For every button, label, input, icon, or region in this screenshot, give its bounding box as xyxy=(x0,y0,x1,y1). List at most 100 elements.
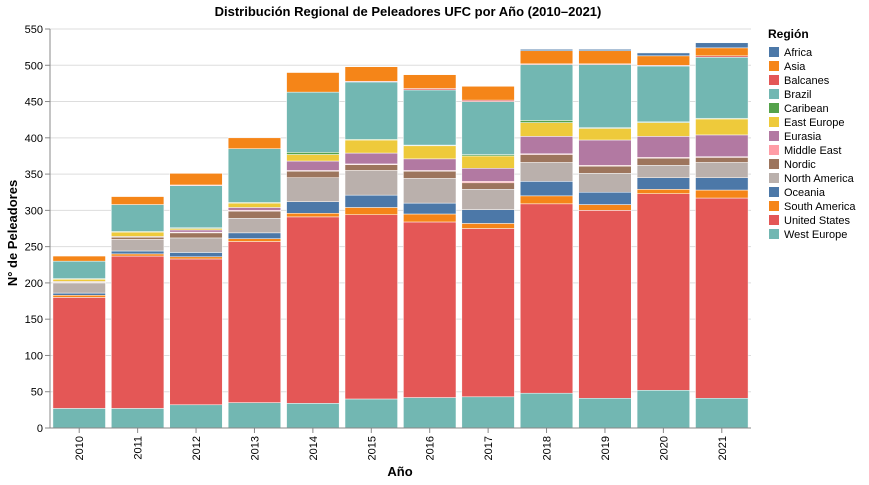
y-axis-title: N° de Peleadores xyxy=(5,180,20,286)
bar-segment xyxy=(227,207,281,211)
bar-segment xyxy=(636,65,690,123)
bar-segment xyxy=(344,152,398,165)
bar-segment xyxy=(52,255,106,262)
bar-segment xyxy=(344,164,398,171)
bar-segment xyxy=(169,252,223,258)
legend-label: Asia xyxy=(784,61,806,73)
bar-segment xyxy=(636,157,690,166)
bar-segment xyxy=(403,221,457,398)
bar-segment xyxy=(636,390,690,429)
legend-swatch xyxy=(769,229,779,239)
bar-segment xyxy=(578,49,632,52)
legend-label: West Europe xyxy=(784,229,847,241)
bar-segment xyxy=(286,91,340,153)
bar-segment xyxy=(578,128,632,141)
bar-segment xyxy=(403,89,457,146)
y-tick-label: 450 xyxy=(25,97,43,109)
bar-segment xyxy=(403,202,457,215)
x-tick-label: 2015 xyxy=(366,436,378,460)
gridlines xyxy=(50,28,751,429)
bar-segment xyxy=(169,229,223,233)
legend-label: Caribean xyxy=(784,103,829,115)
bar-segment xyxy=(286,403,340,429)
bar-segment xyxy=(111,231,165,237)
y-tick-label: 150 xyxy=(25,314,43,326)
legend-swatch xyxy=(769,47,779,57)
bar-segment xyxy=(520,154,574,163)
legend-swatch xyxy=(769,159,779,169)
bar-segment xyxy=(461,182,515,190)
bar-segment xyxy=(461,168,515,182)
legend-label: Brazil xyxy=(784,89,812,101)
bar-segment xyxy=(461,101,515,155)
bar-segment xyxy=(344,170,398,196)
bar-segment xyxy=(52,260,106,279)
legend-label: North America xyxy=(784,173,855,185)
bar-segment xyxy=(169,256,223,260)
bar-segment xyxy=(111,204,165,232)
legend-title: Región xyxy=(768,27,809,41)
legend-swatch xyxy=(769,187,779,197)
legend-swatch xyxy=(769,103,779,113)
bar-segment xyxy=(578,204,632,211)
bar-segment xyxy=(520,136,574,155)
x-tick-label: 2010 xyxy=(74,436,86,460)
bar-segment xyxy=(403,145,457,160)
bar-segment xyxy=(578,50,632,65)
x-tick-label: 2011 xyxy=(133,436,145,460)
bar-segment xyxy=(52,297,106,409)
bar-segment xyxy=(695,197,749,399)
bar-segment xyxy=(169,237,223,253)
bar-segment xyxy=(111,250,165,255)
legend-label: Africa xyxy=(784,47,813,59)
x-tick-label: 2013 xyxy=(249,436,261,460)
x-tick-label: 2021 xyxy=(717,436,729,460)
bar-segment xyxy=(403,178,457,204)
bar-segment xyxy=(636,193,690,391)
bar-segment xyxy=(695,157,749,163)
bar-segment xyxy=(695,57,749,119)
bar-segment xyxy=(520,195,574,205)
bar-segment xyxy=(169,185,223,229)
bar-segment xyxy=(461,228,515,398)
bar-segment xyxy=(695,162,749,178)
bar-segment xyxy=(111,239,165,252)
bar-segment xyxy=(461,155,515,169)
bar-segment xyxy=(695,177,749,191)
bar-segment xyxy=(111,253,165,257)
bar-segment xyxy=(52,292,106,296)
x-tick-label: 2014 xyxy=(308,436,320,460)
legend-label: Oceania xyxy=(784,187,826,199)
x-tick-label: 2017 xyxy=(483,436,495,460)
bar-segment xyxy=(403,74,457,89)
bar-segment xyxy=(578,173,632,193)
bar-segment xyxy=(52,279,106,282)
bar-segment xyxy=(286,154,340,162)
bar-segment xyxy=(636,136,690,158)
legend-swatch xyxy=(769,173,779,183)
bar-segment xyxy=(520,64,574,121)
y-axis: 0 50 100 150 200 250 300 350 400 450 500 550 xyxy=(25,24,51,435)
bar-segment xyxy=(403,170,457,179)
bar-segment xyxy=(520,392,574,429)
x-tick-label: 2012 xyxy=(191,436,203,460)
bar-segment xyxy=(461,396,515,429)
bar-segment xyxy=(461,223,515,229)
bar-segment xyxy=(578,191,632,205)
bar-segment xyxy=(227,232,281,239)
bar-segment xyxy=(636,122,690,137)
bars-group xyxy=(52,42,749,429)
bar-segment xyxy=(227,241,281,403)
bar-segment xyxy=(695,118,749,136)
bar-segment xyxy=(520,122,574,137)
bar-segment xyxy=(695,42,749,49)
bar-segment xyxy=(344,194,398,208)
bar-segment xyxy=(286,72,340,93)
bar-segment xyxy=(520,162,574,182)
y-tick-label: 350 xyxy=(25,169,43,181)
bar-segment xyxy=(461,189,515,210)
y-tick-label: 50 xyxy=(31,387,43,399)
bar-segment xyxy=(636,177,690,190)
bar-segment xyxy=(403,158,457,171)
